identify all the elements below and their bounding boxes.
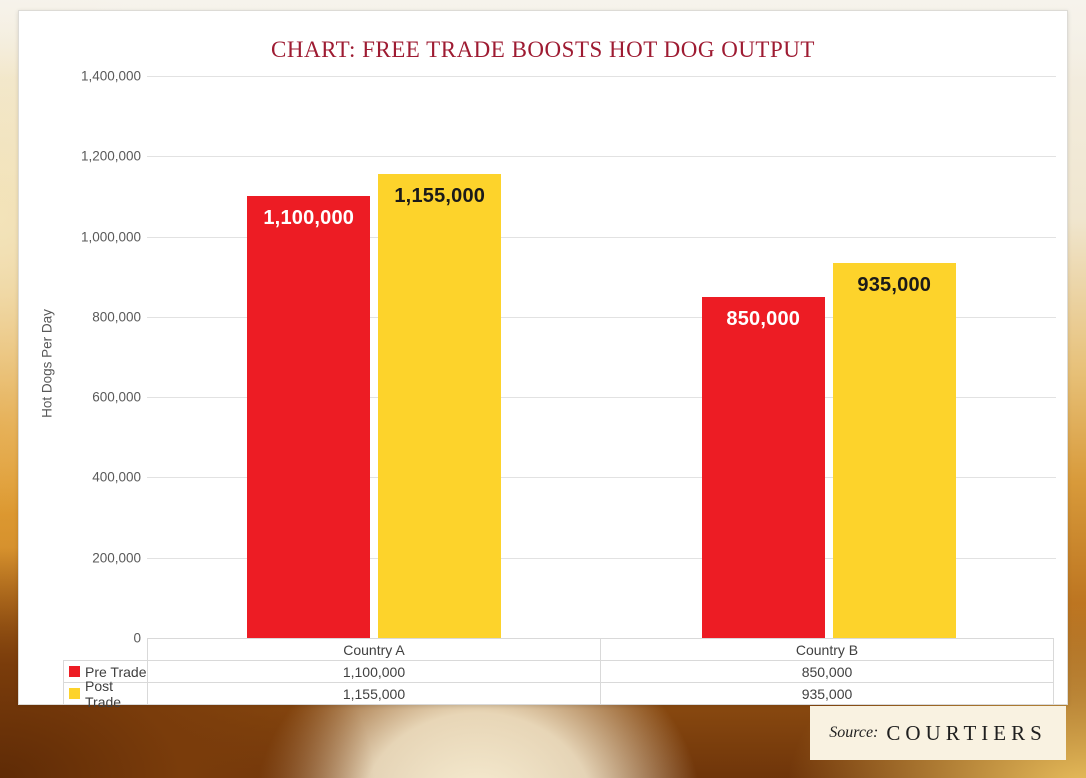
gridline [147,156,1056,158]
y-tick-label: 800,000 [92,309,141,325]
chart-panel: CHART: FREE TRADE BOOSTS HOT DOG OUTPUT … [18,10,1068,710]
post-trade-swatch-icon [69,688,80,699]
table-cell-post-a: 1,155,000 [147,682,601,705]
legend-label: Post Trade [85,677,122,710]
bar-value-label: 935,000 [857,273,932,296]
y-tick-label: 0 [133,630,141,646]
chart-title: CHART: FREE TRADE BOOSTS HOT DOG OUTPUT [271,37,815,62]
source-label: Source: [829,724,879,741]
pre-trade-swatch-icon [69,666,80,677]
y-tick-label: 1,400,000 [80,68,141,84]
table-header-country-b: Country B [600,638,1054,661]
y-tick-label: 400,000 [92,469,141,485]
table-cell-post-b: 935,000 [600,682,1054,705]
plot-area: 1,100,000 1,155,000 850,000 935,000 [147,76,1056,638]
bar-pre-trade-country-a: 1,100,000 [247,196,371,638]
bar-pre-trade-country-b: 850,000 [701,296,825,638]
table-header-country-a: Country A [147,638,601,661]
y-tick-label: 200,000 [92,550,141,566]
gridline [147,477,1056,479]
gridline [147,316,1056,318]
y-tick-label: 600,000 [92,389,141,405]
table-cell-pre-a: 1,100,000 [147,660,601,683]
bar-value-label: 850,000 [726,307,801,330]
y-tick-label: 1,200,000 [80,148,141,164]
gridline [147,76,1056,77]
legend-label: Pre Trade [85,663,147,680]
source-brand-courtiers: COURTIERS [886,720,1047,745]
gridline [147,557,1056,559]
table-cell-pre-b: 850,000 [600,660,1054,683]
gridline [147,236,1056,238]
bar-value-label: 1,155,000 [394,185,486,208]
y-axis-tick-labels: 1,400,000 1,200,000 1,000,000 800,000 600,00… [19,69,141,646]
legend-item-post-trade: Post Trade [63,678,148,710]
bar-post-trade-country-b: 935,000 [832,262,956,638]
bar-post-trade-country-a: 1,155,000 [378,174,502,638]
bar-value-label: 1,100,000 [263,207,355,230]
source-attribution: Source: COURTIERS [810,706,1066,760]
y-tick-label: 1,000,000 [80,229,141,245]
gridline [147,397,1056,399]
